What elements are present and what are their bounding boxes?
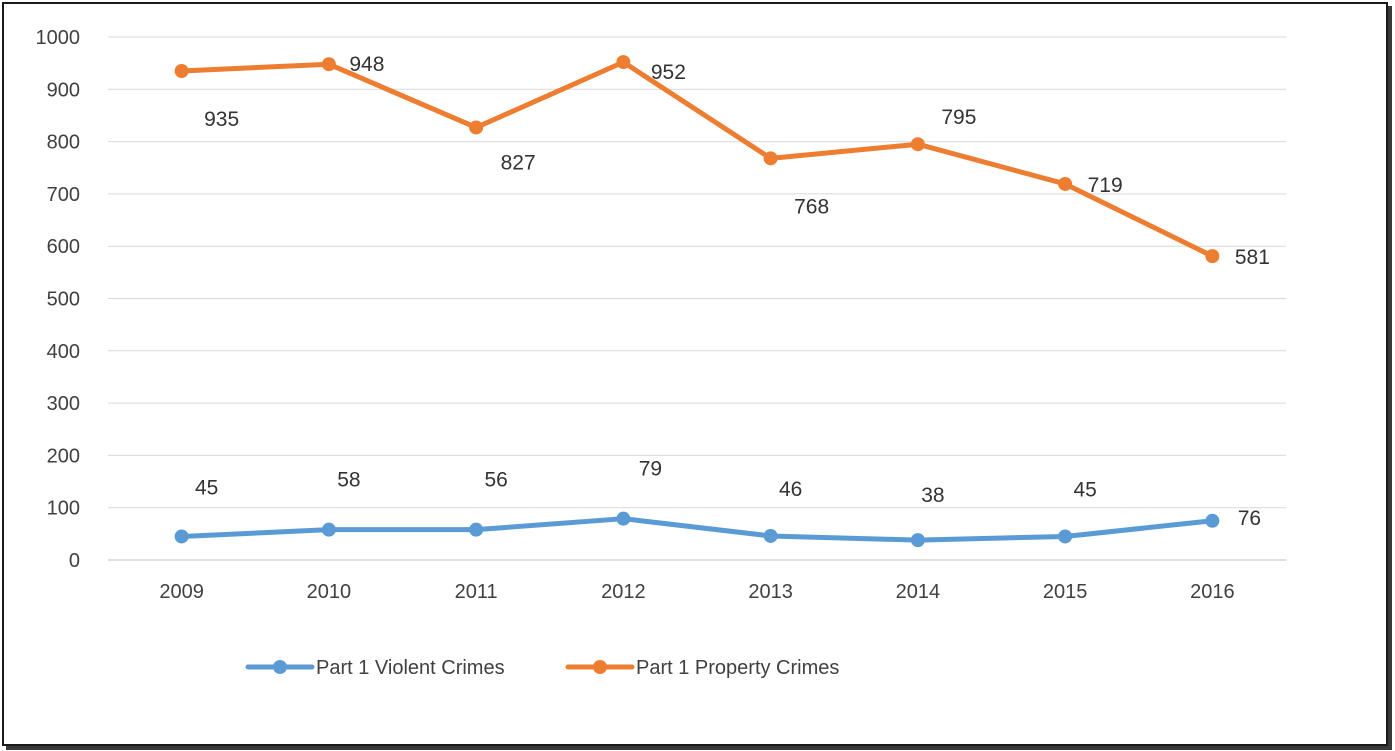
legend-label: Part 1 Violent Crimes: [316, 657, 505, 679]
y-tick-label: 1000: [36, 27, 81, 49]
data-label: 952: [651, 61, 686, 84]
data-point: [174, 63, 189, 78]
y-tick-label: 600: [47, 236, 80, 258]
data-point: [1058, 176, 1073, 191]
data-point: [763, 528, 778, 543]
data-label: 46: [779, 478, 802, 501]
data-point: [469, 522, 484, 537]
data-label: 719: [1088, 174, 1123, 197]
data-label: 79: [639, 458, 662, 481]
y-tick-label: 100: [47, 498, 80, 520]
data-label: 948: [349, 53, 384, 76]
data-label: 58: [337, 469, 360, 492]
series-line: [179, 516, 1215, 543]
data-label: 581: [1235, 246, 1270, 269]
series-lines: [174, 55, 1220, 548]
y-tick-label: 200: [47, 445, 80, 467]
data-label: 38: [921, 484, 944, 507]
data-labels: 45 58 56 79 46 38 45 76 935 948 827 952 768 795 719 581: [195, 53, 1270, 530]
data-point: [616, 511, 631, 526]
x-tick-label: 2014: [896, 581, 941, 603]
data-point: [910, 137, 925, 152]
data-label: 935: [204, 108, 239, 131]
y-tick-label: 500: [47, 289, 80, 311]
y-tick-label: 400: [47, 341, 80, 363]
x-axis-ticks: 2009 2010 2011 2012 2013 2014 2015 2016: [159, 581, 1234, 603]
data-point: [763, 151, 778, 166]
x-tick-label: 2009: [159, 581, 204, 603]
legend-label: Part 1 Property Crimes: [636, 657, 839, 679]
data-point: [616, 55, 631, 70]
data-label: 45: [195, 476, 218, 499]
x-tick-label: 2011: [455, 581, 498, 603]
x-tick-label: 2012: [601, 581, 646, 603]
data-label: 45: [1073, 478, 1096, 501]
y-tick-label: 300: [47, 393, 80, 415]
data-point: [321, 522, 336, 537]
legend-marker: [273, 660, 287, 674]
series-line: [179, 59, 1215, 259]
data-point: [910, 533, 925, 548]
legend: Part 1 Violent Crimes Part 1 Property Cri…: [245, 657, 839, 679]
y-tick-label: 0: [69, 550, 80, 572]
data-point: [469, 120, 484, 135]
data-point: [321, 57, 336, 72]
data-point: [1205, 513, 1220, 528]
x-tick-label: 2013: [748, 581, 793, 603]
gridlines: [108, 36, 1286, 561]
data-label: 76: [1238, 507, 1261, 530]
y-tick-label: 700: [47, 184, 80, 206]
data-label: 56: [484, 469, 507, 492]
legend-marker: [593, 660, 607, 674]
data-label: 768: [794, 195, 829, 218]
data-point: [1058, 529, 1073, 544]
data-point: [1205, 249, 1220, 264]
data-label: 795: [941, 106, 976, 129]
x-tick-label: 2015: [1043, 581, 1088, 603]
data-point: [174, 529, 189, 544]
y-axis-ticks: 0 100 200 300 400 500 600 700 800 900 1000: [36, 27, 81, 572]
y-tick-label: 800: [47, 132, 80, 154]
x-tick-label: 2010: [307, 581, 352, 603]
data-label: 827: [501, 151, 536, 174]
y-tick-label: 900: [47, 79, 80, 101]
x-tick-label: 2016: [1190, 581, 1235, 603]
